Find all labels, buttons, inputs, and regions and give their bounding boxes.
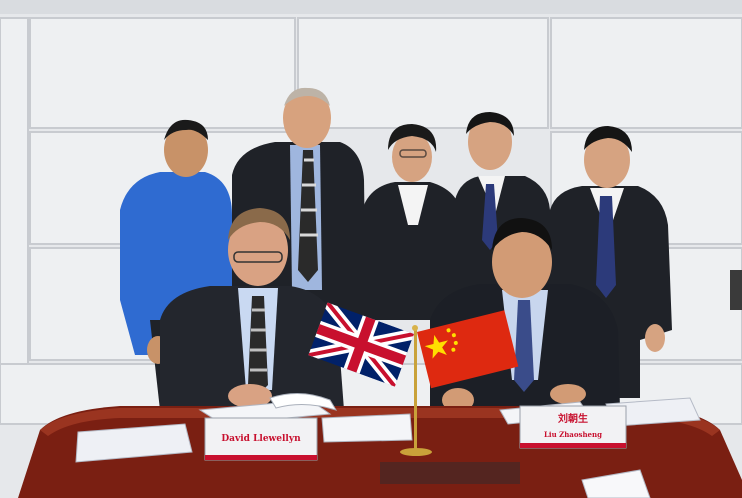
- ceiling: [0, 0, 742, 14]
- table-reflection: [380, 462, 520, 484]
- person-woman: [364, 124, 462, 320]
- uk-flag: [308, 302, 414, 387]
- wall-outlet: [730, 270, 742, 310]
- placard-left: David Llewellyn: [204, 417, 318, 461]
- placard-left-name: David Llewellyn: [221, 434, 301, 444]
- placard-right: 刘朝生 Liu Zhaosheng: [519, 405, 627, 449]
- placard-right-name-chinese: 刘朝生: [558, 412, 588, 425]
- desk-flag-stand: [400, 325, 432, 456]
- seated-signatory-right: [430, 218, 620, 412]
- china-flag: [417, 310, 519, 389]
- placard-right-name-pinyin: Liu Zhaosheng: [544, 430, 602, 439]
- seated-signatory-left: [160, 208, 344, 410]
